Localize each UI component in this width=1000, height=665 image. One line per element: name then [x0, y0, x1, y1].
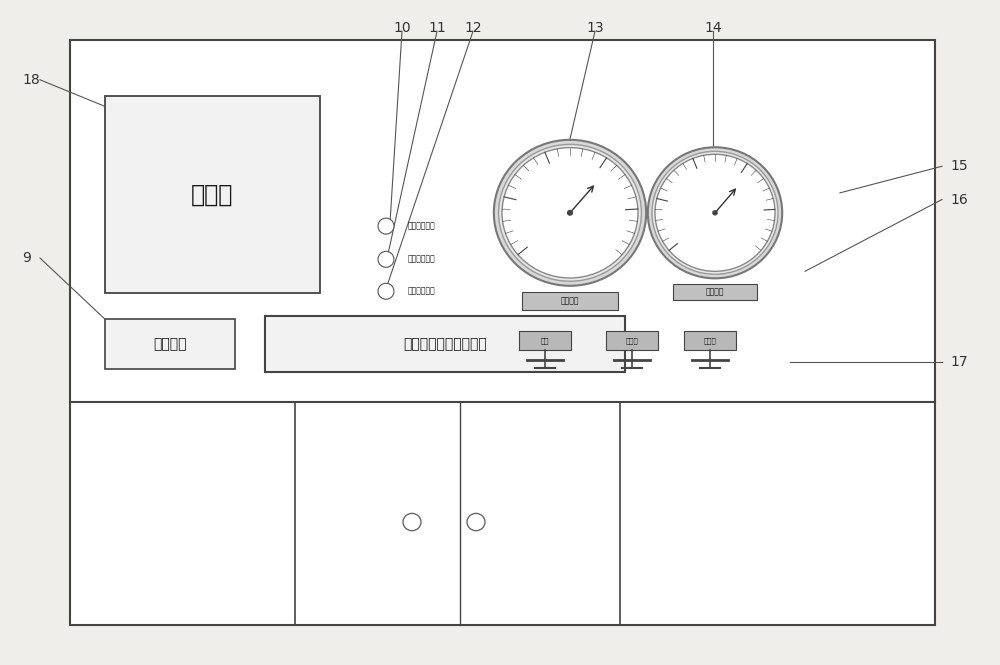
Text: 11: 11: [428, 21, 446, 35]
Text: 16: 16: [950, 192, 968, 207]
Text: 15: 15: [950, 159, 968, 174]
Bar: [606, 331, 658, 350]
Bar: [519, 331, 571, 350]
Text: 电脑主机: 电脑主机: [153, 337, 187, 351]
Text: 充气阔: 充气阔: [704, 337, 716, 344]
Ellipse shape: [713, 211, 717, 215]
Bar: [105, 96, 320, 293]
Text: 工作压力: 工作压力: [561, 297, 579, 305]
Ellipse shape: [648, 147, 782, 279]
Ellipse shape: [378, 218, 394, 234]
Text: 显示器: 显示器: [191, 182, 234, 207]
Text: 放气阔: 放气阔: [626, 337, 638, 344]
Text: 放气控制开关: 放气控制开关: [408, 287, 436, 296]
Text: 高压力表: 高压力表: [706, 287, 724, 297]
Text: 14: 14: [704, 21, 722, 35]
Ellipse shape: [403, 513, 421, 531]
Ellipse shape: [655, 154, 775, 271]
Text: 9: 9: [22, 251, 31, 265]
Bar: [522, 292, 618, 310]
Text: 12: 12: [464, 21, 482, 35]
Ellipse shape: [652, 152, 778, 274]
Text: 气密试验控制操作系统: 气密试验控制操作系统: [403, 337, 487, 351]
Ellipse shape: [378, 283, 394, 299]
Text: 13: 13: [586, 21, 604, 35]
Bar: [265, 316, 625, 372]
Bar: [105, 319, 235, 369]
Text: 进气: 进气: [541, 337, 549, 344]
Bar: [684, 331, 736, 350]
Ellipse shape: [568, 211, 572, 215]
Text: 充气控制开关: 充气控制开关: [408, 255, 436, 264]
Bar: [70, 40, 935, 625]
Text: 10: 10: [393, 21, 411, 35]
Bar: [673, 283, 757, 300]
Ellipse shape: [499, 144, 641, 281]
Text: 18: 18: [22, 72, 40, 87]
Text: 17: 17: [950, 355, 968, 370]
Ellipse shape: [467, 513, 485, 531]
Ellipse shape: [378, 251, 394, 267]
Text: 气源控制开关: 气源控制开关: [408, 221, 436, 231]
Ellipse shape: [494, 140, 646, 286]
Ellipse shape: [502, 148, 638, 278]
